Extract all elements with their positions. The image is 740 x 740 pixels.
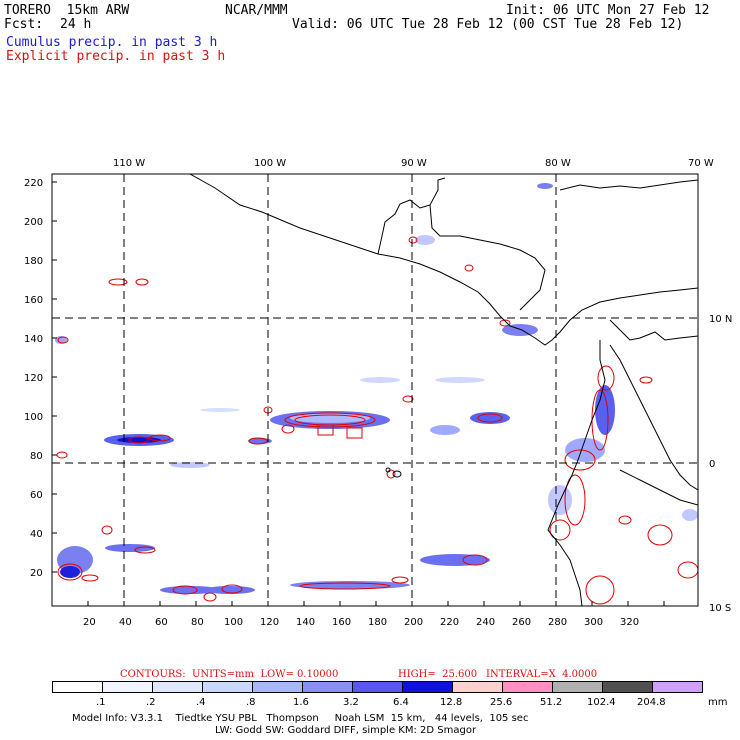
y-tick-200: 200	[24, 217, 43, 228]
colorbar-label: 6.4	[393, 697, 409, 708]
x-tick-240: 240	[476, 617, 495, 628]
lon-label-110w: 110 W	[113, 158, 145, 169]
lon-label-90w: 90 W	[401, 158, 427, 169]
x-tick-320: 320	[620, 617, 639, 628]
colorbar-label: .1	[96, 697, 106, 708]
x-tick-100: 100	[224, 617, 243, 628]
cumulus-precip-areas	[55, 183, 698, 594]
colorbar-label: 1.6	[293, 697, 309, 708]
organization-label: NCAR/MMM	[225, 3, 288, 18]
legend-explicit-precip: Explicit precip. in past 3 h	[6, 49, 226, 64]
colorbar-label: .4	[196, 697, 206, 708]
x-tick-220: 220	[440, 617, 459, 628]
colorbar-label: .8	[246, 697, 256, 708]
colorbar-swatch	[552, 681, 603, 693]
x-tick-20: 20	[83, 617, 96, 628]
lat-label-0: 0	[709, 459, 715, 470]
x-tick-180: 180	[368, 617, 387, 628]
y-tick-180: 180	[24, 256, 43, 267]
colorbar-swatch	[52, 681, 103, 693]
colorbar-label: 25.6	[490, 697, 513, 708]
y-tick-220: 220	[24, 178, 43, 189]
x-tick-300: 300	[584, 617, 603, 628]
lat-label-10s: 10 S	[709, 603, 731, 614]
colorbar-unit: mm	[708, 697, 728, 708]
init-time: Init: 06 UTC Mon 27 Feb 12	[506, 3, 710, 18]
colorbar-label: 102.4	[587, 697, 616, 708]
forecast-label: Fcst:	[4, 17, 44, 32]
colorbar-swatch	[602, 681, 653, 693]
lon-label-80w: 80 W	[545, 158, 571, 169]
colorbar-swatch	[152, 681, 203, 693]
x-tick-80: 80	[191, 617, 204, 628]
legend-cumulus-precip: Cumulus precip. in past 3 h	[6, 35, 218, 50]
y-tick-60: 60	[30, 490, 43, 501]
lon-label-100w: 100 W	[254, 158, 286, 169]
x-tick-280: 280	[548, 617, 567, 628]
colorbar-swatch	[202, 681, 253, 693]
y-tick-160: 160	[24, 295, 43, 306]
explicit-precip-contours	[56, 236, 698, 605]
colorbar-label: 12.8	[440, 697, 463, 708]
axis-ticks	[52, 181, 665, 606]
colorbar-label: 204.8	[637, 697, 666, 708]
colorbar-swatch	[102, 681, 153, 693]
x-tick-60: 60	[155, 617, 168, 628]
colorbar-label: 51.2	[540, 697, 563, 708]
x-tick-40: 40	[119, 617, 132, 628]
contours-interval: INTERVAL=X 4.0000	[486, 669, 598, 680]
physics-info-line: LW: Godd SW: Goddard DIFF, simple KM: 2D…	[215, 725, 477, 736]
colorbar-label: 3.2	[343, 697, 359, 708]
x-tick-260: 260	[512, 617, 531, 628]
y-tick-40: 40	[30, 529, 43, 540]
x-tick-200: 200	[404, 617, 423, 628]
colorbar-swatch	[652, 681, 703, 693]
map-frame	[51, 173, 699, 607]
valid-time: Valid: 06 UTC Tue 28 Feb 12 (00 CST Tue …	[292, 17, 684, 32]
contours-high: HIGH= 25.600	[398, 669, 478, 680]
x-tick-160: 160	[332, 617, 351, 628]
contours-units: CONTOURS: UNITS=mm LOW= 0.10000	[120, 669, 339, 680]
colorbar-swatch	[502, 681, 553, 693]
y-tick-20: 20	[30, 568, 43, 579]
lon-label-70w: 70 W	[688, 158, 714, 169]
x-tick-140: 140	[296, 617, 315, 628]
colorbar-swatch	[402, 681, 453, 693]
coastlines	[189, 174, 698, 606]
forecast-value: 24 h	[60, 17, 92, 32]
model-title: TORERO 15km ARW	[4, 3, 130, 18]
y-tick-100: 100	[24, 412, 43, 423]
colorbar-swatch	[302, 681, 353, 693]
colorbar-swatch	[252, 681, 303, 693]
x-tick-120: 120	[260, 617, 279, 628]
graticule	[52, 174, 698, 606]
y-tick-80: 80	[30, 451, 43, 462]
colorbar-swatch	[352, 681, 403, 693]
model-info-line: Model Info: V3.3.1 Tiedtke YSU PBL Thomp…	[72, 713, 529, 724]
y-tick-120: 120	[24, 373, 43, 384]
colorbar-label: .2	[146, 697, 156, 708]
lat-label-10n: 10 N	[709, 314, 732, 325]
colorbar-swatch	[452, 681, 503, 693]
y-tick-140: 140	[24, 334, 43, 345]
